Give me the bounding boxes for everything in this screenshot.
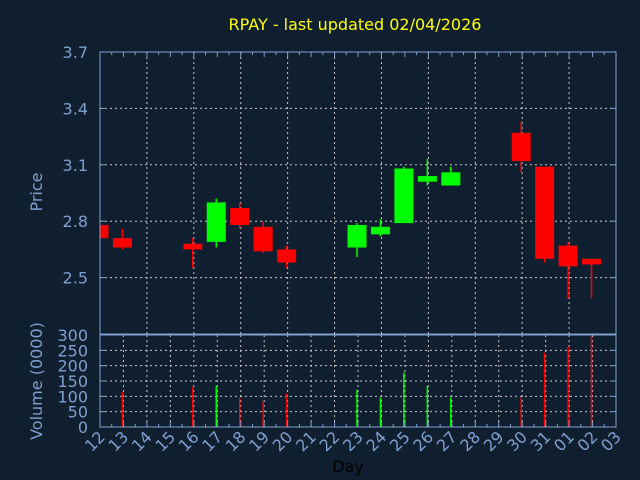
volume-tick-label: 250 [57, 341, 88, 360]
price-tick-label: 3.4 [63, 99, 88, 118]
volume-tick-label: 200 [57, 357, 88, 376]
price-tick-label: 3.1 [63, 156, 88, 175]
candle-body [394, 168, 414, 224]
price-axis-label: Price [27, 172, 46, 211]
candle-body [277, 249, 297, 263]
candle-body [511, 132, 531, 162]
candle-body [441, 172, 461, 186]
candle-body [347, 224, 367, 248]
volume-tick-label: 100 [57, 387, 88, 406]
volume-tick-label: 300 [57, 326, 88, 345]
x-tick-label: 03 [597, 427, 625, 455]
volume-axis-label: Volume (0000) [27, 322, 46, 440]
candle-body [558, 245, 578, 267]
candle-body [230, 208, 250, 225]
volume-tick-label: 0 [78, 418, 88, 437]
candle-body [582, 258, 602, 265]
candle-body [370, 226, 390, 235]
price-tick-label: 3.7 [63, 43, 88, 62]
candle-body [253, 226, 273, 252]
candle-body [183, 243, 203, 250]
candle-body [417, 176, 437, 182]
volume-tick-label: 150 [57, 372, 88, 391]
x-axis-label: Day [332, 457, 364, 476]
chart-title: RPAY - last updated 02/04/2026 [229, 15, 482, 34]
candle-body [100, 224, 109, 239]
price-tick-label: 2.5 [63, 269, 88, 288]
candle-body [112, 238, 132, 248]
candle-body [535, 166, 555, 259]
price-tick-label: 2.8 [63, 212, 88, 231]
candle-body [206, 202, 226, 242]
volume-tick-label: 50 [68, 403, 88, 422]
